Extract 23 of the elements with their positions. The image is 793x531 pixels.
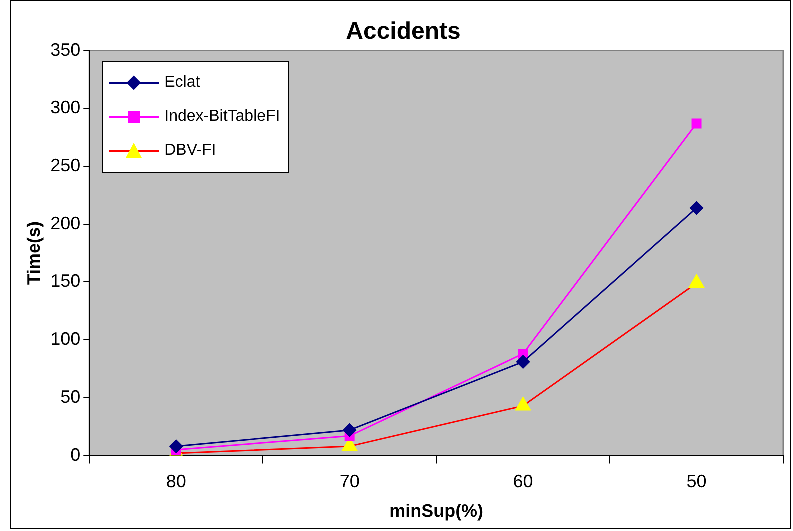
x-tick-label: 70 xyxy=(340,472,360,492)
y-tick-label: 250 xyxy=(50,155,81,176)
y-tick-label: 0 xyxy=(70,444,81,465)
y-tick-label: 100 xyxy=(50,329,81,350)
point xyxy=(516,355,530,369)
y-tick-label: 300 xyxy=(50,98,81,118)
y-tick-label: 200 xyxy=(50,213,81,234)
legend-label: DBV-FI xyxy=(164,142,216,160)
point xyxy=(690,201,704,215)
x-tick-label: 60 xyxy=(513,472,534,492)
y-tick-label: 150 xyxy=(50,271,81,292)
x-tick-label: 50 xyxy=(686,472,707,492)
point xyxy=(343,424,357,438)
point xyxy=(170,440,184,454)
y-tick-label: 350 xyxy=(50,40,81,60)
x-axis-title: minSup(%) xyxy=(390,501,484,522)
y-tick-label: 50 xyxy=(60,386,81,407)
legend-label: Index-BitTableFI xyxy=(164,108,280,126)
chart-title: Accidents xyxy=(346,18,461,46)
y-axis-title: Time(s) xyxy=(24,221,44,286)
point xyxy=(692,118,702,129)
x-tick-label: 80 xyxy=(166,472,186,492)
legend-label: Eclat xyxy=(164,74,200,92)
